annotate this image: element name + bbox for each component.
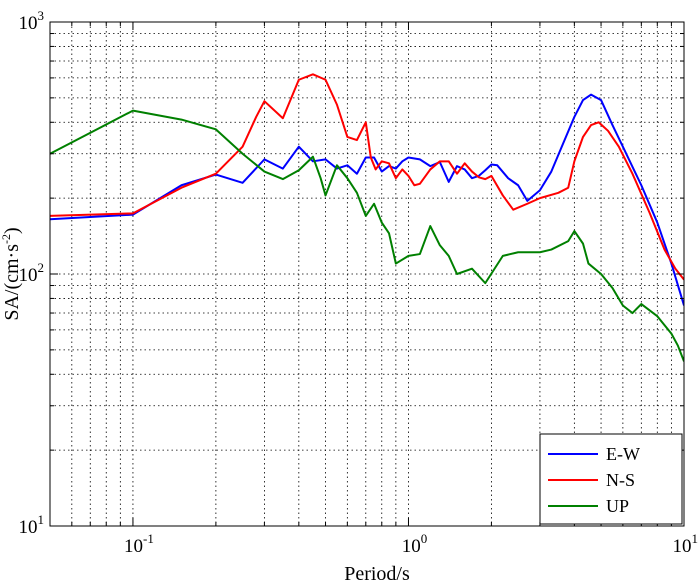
y-tick-label-base: 10 <box>19 265 38 286</box>
x-tick-label-base: 10 <box>124 536 143 557</box>
x-tick-label-exponent: 1 <box>692 531 699 546</box>
y-tick-label-exponent: 2 <box>38 260 45 275</box>
legend-label: UP <box>606 496 629 516</box>
series-lines <box>50 73 684 362</box>
x-tick-label-exponent: -1 <box>143 531 154 546</box>
y-tick-label-exponent: 1 <box>38 512 45 527</box>
y-axis-label-exponent: -2 <box>0 234 13 244</box>
x-tick-label: 10-1 <box>124 531 154 557</box>
x-axis-label: Period/s <box>344 563 410 585</box>
x-tick-label-base: 10 <box>673 536 692 557</box>
series-line-up <box>50 109 684 362</box>
x-tick-label: 101 <box>673 531 699 557</box>
y-tick-label: 102 <box>19 260 45 286</box>
y-axis-label-prefix: SA/(cm·s <box>1 244 23 321</box>
legend-label: E-W <box>606 444 640 464</box>
axis-ticks <box>49 21 685 527</box>
x-tick-label-exponent: 0 <box>421 531 428 546</box>
y-tick-label-exponent: 3 <box>38 8 45 23</box>
x-tick-label: 100 <box>402 531 428 557</box>
legend-label: N-S <box>606 470 635 490</box>
y-axis-label-suffix: ) <box>1 227 23 234</box>
x-tick-label-base: 10 <box>402 536 421 557</box>
y-tick-label: 103 <box>19 8 45 34</box>
series-line-n-s <box>50 73 684 281</box>
series-line-e-w <box>50 93 684 306</box>
y-tick-label: 101 <box>19 512 45 538</box>
legend: E-W N-S UP <box>539 433 683 525</box>
legend-items: E-W N-S UP <box>548 444 640 516</box>
y-axis-label: SA/(cm·s-2) <box>0 227 23 320</box>
y-tick-label-base: 10 <box>19 13 38 34</box>
y-tick-label-base: 10 <box>19 517 38 538</box>
